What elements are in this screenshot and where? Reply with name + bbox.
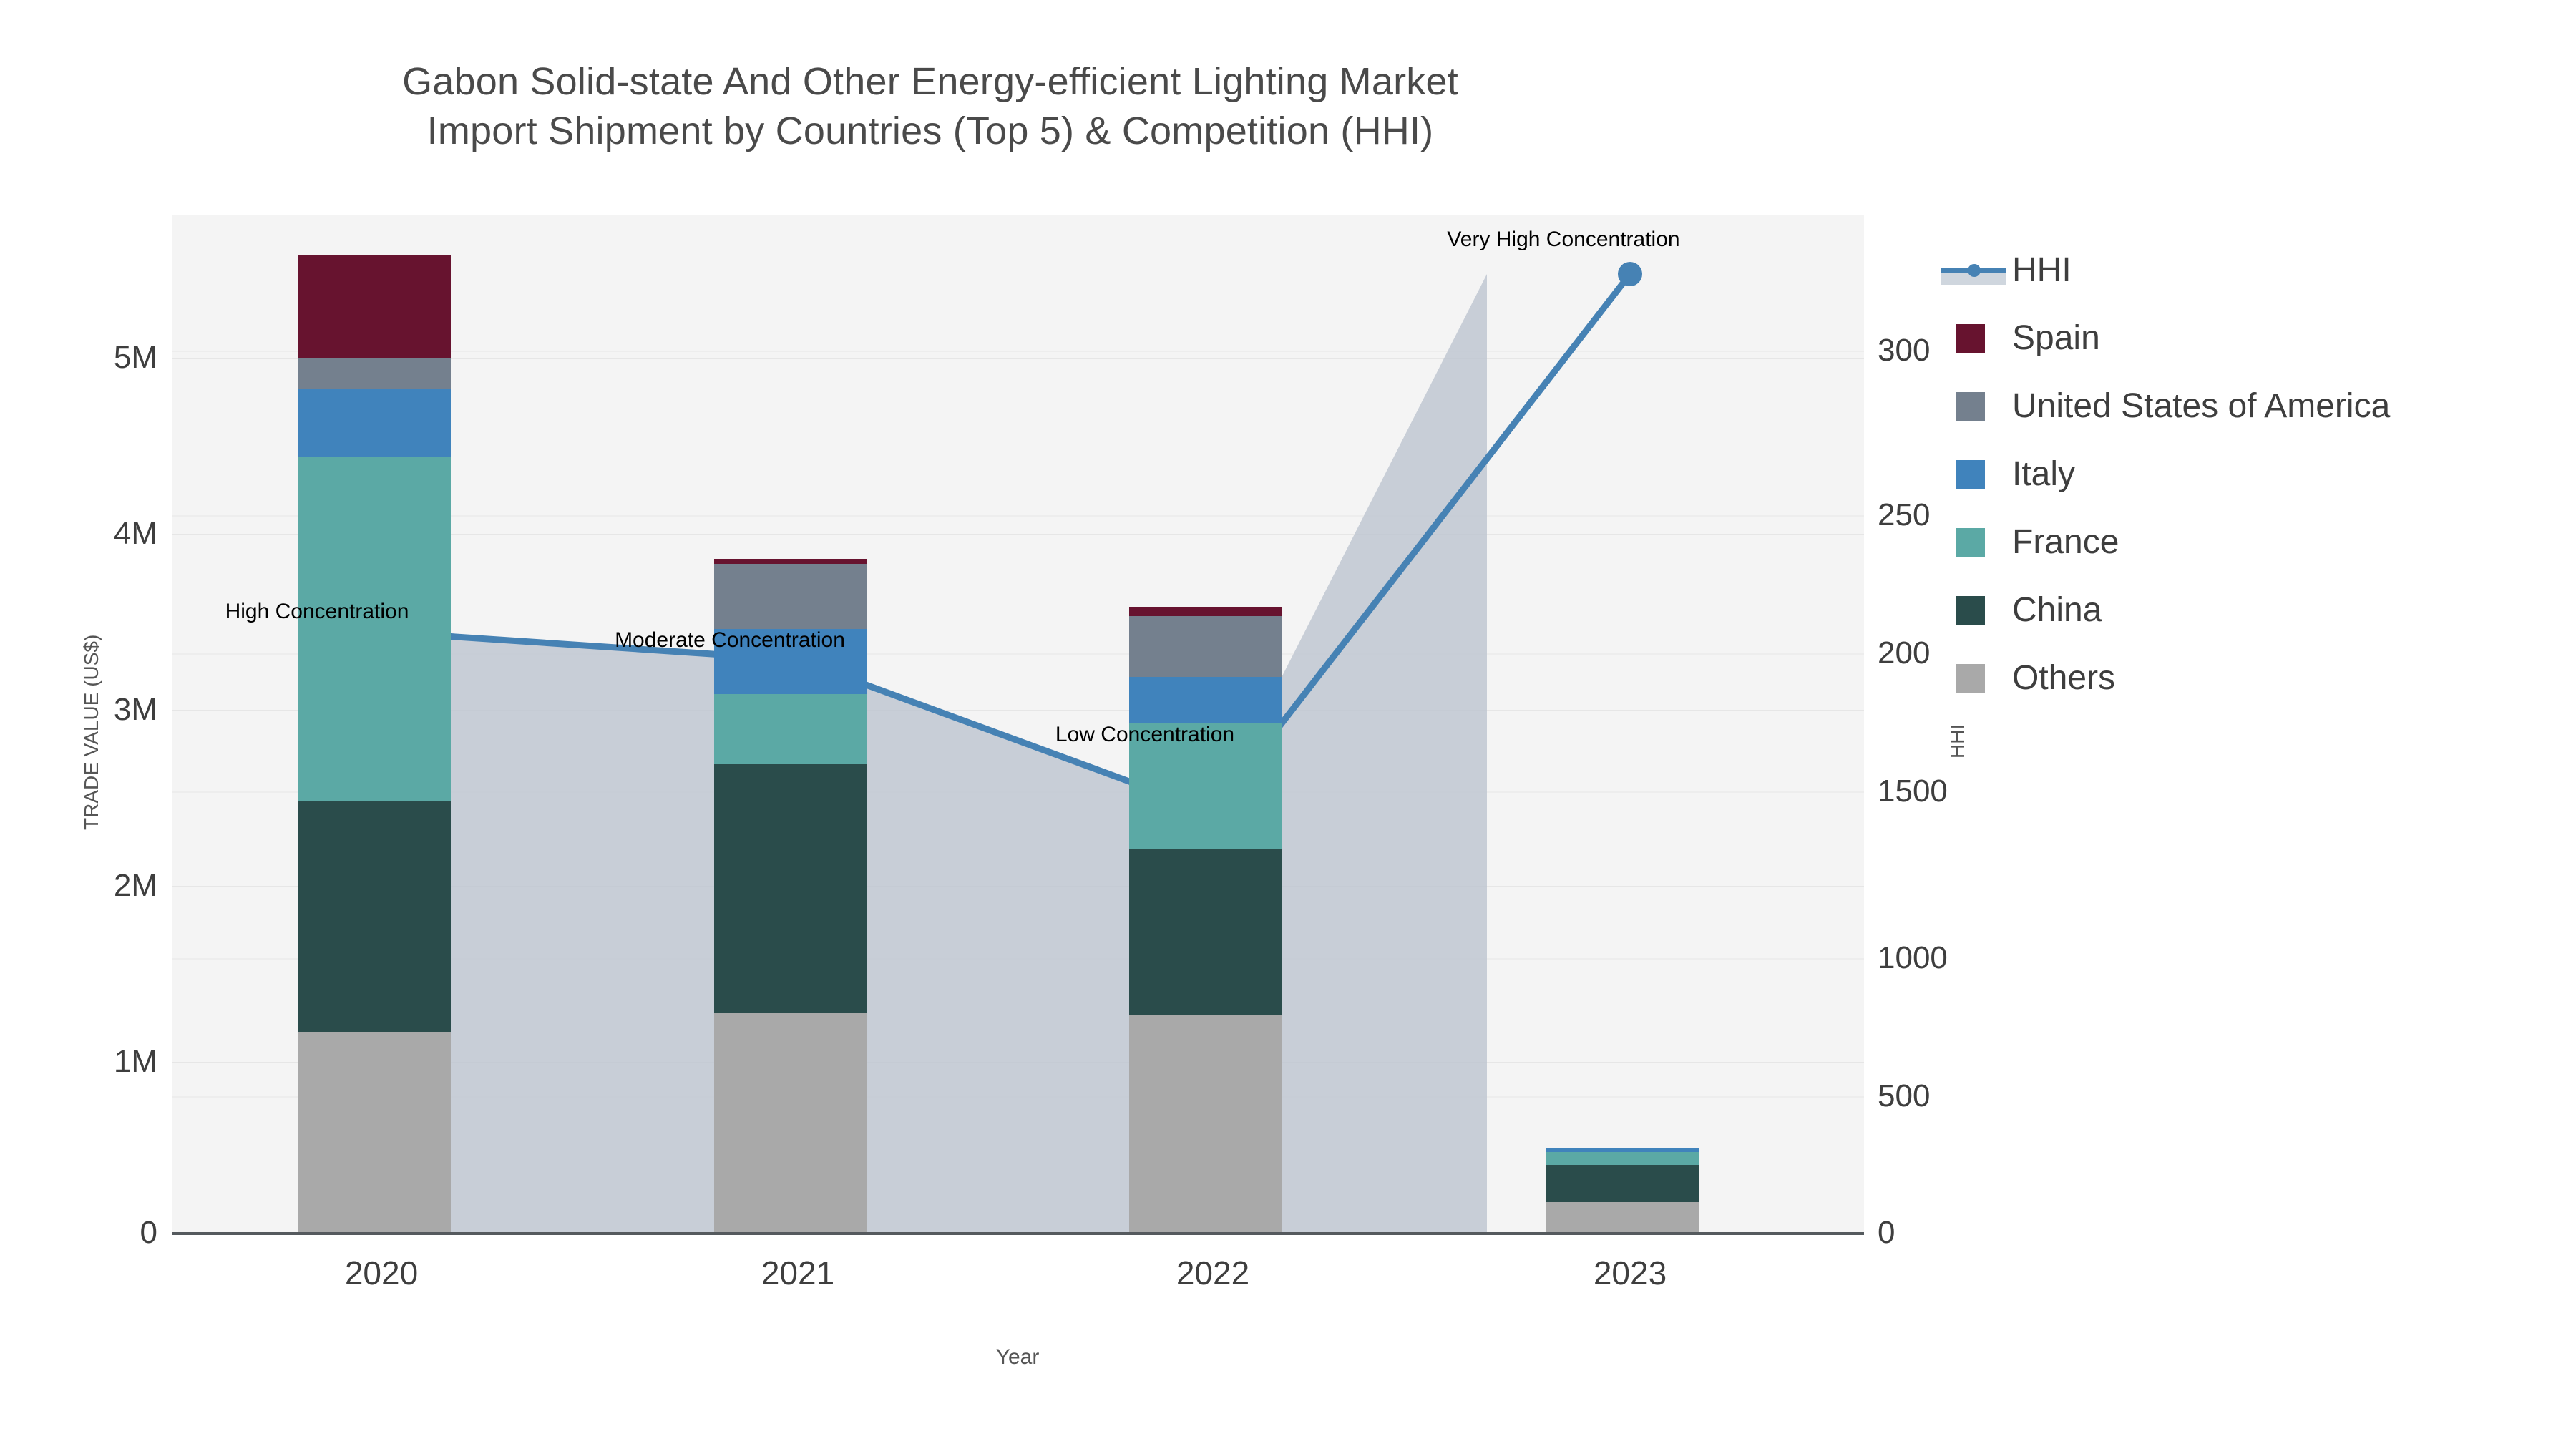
bar-segment-spain-2021[interactable] (714, 559, 867, 564)
y-right-tick-250: 250 (1878, 497, 1931, 532)
annotation-high-concentration: High Concentration (225, 600, 409, 623)
bar-segment-usa-2021[interactable] (714, 564, 867, 629)
bar-segment-china-2023[interactable] (1546, 1165, 1699, 1202)
legend-label-hhi: HHI (2012, 251, 2072, 289)
title-line-1: Gabon Solid-state And Other Energy-effic… (402, 60, 1458, 103)
plot-area: High Concentration Moderate Concentratio… (172, 215, 1864, 1233)
y-right-tick-300: 300 (1878, 333, 1931, 368)
x-tick-2021: 2021 (761, 1254, 835, 1292)
gridline-right-200 (172, 653, 1864, 655)
y-right-tick-0: 0 (1878, 1215, 1896, 1250)
bar-segment-usa-2020[interactable] (298, 358, 451, 389)
y-right-tick-200: 200 (1878, 635, 1931, 670)
bar-segment-usa-2022[interactable] (1129, 616, 1282, 677)
bar-segment-france-2021[interactable] (714, 694, 867, 764)
annotation-low-concentration: Low Concentration (1055, 723, 1235, 746)
gridline-left-5m (172, 358, 1864, 359)
bar-segment-others-2023[interactable] (1546, 1202, 1699, 1233)
bar-group-2020[interactable] (298, 255, 451, 1233)
color-swatch-icon (1956, 323, 1985, 353)
bar-segment-others-2021[interactable] (714, 1013, 867, 1233)
x-axis-title: Year (995, 1345, 1040, 1369)
y-left-tick-0: 0 (140, 1215, 157, 1250)
y-left-tick-3m: 3M (113, 692, 157, 727)
y-right-tick-500: 500 (1878, 1078, 1931, 1113)
bar-segment-italy-2022[interactable] (1129, 677, 1282, 723)
legend-label-france: France (2012, 523, 2119, 561)
bar-segment-china-2020[interactable] (298, 801, 451, 1032)
legend-label-others: Others (2012, 659, 2116, 697)
gridline-left-4m (172, 534, 1864, 535)
x-tick-2022: 2022 (1176, 1254, 1250, 1292)
gridline-right-250 (172, 515, 1864, 517)
legend-item-spain[interactable]: Spain (1941, 304, 2556, 372)
legend-label-usa: United States of America (2012, 387, 2391, 425)
annotation-very-high-concentration: Very High Concentration (1447, 228, 1680, 251)
bar-segment-china-2022[interactable] (1129, 849, 1282, 1015)
bar-segment-france-2022[interactable] (1129, 723, 1282, 849)
color-swatch-icon (1956, 527, 1985, 557)
y-right-tick-1000: 1000 (1878, 940, 1948, 975)
legend-label-china: China (2012, 591, 2102, 629)
legend-label-spain: Spain (2012, 319, 2100, 357)
legend-item-france[interactable]: France (1941, 508, 2556, 576)
x-tick-2023: 2023 (1593, 1254, 1667, 1292)
bar-segment-italy-2023[interactable] (1546, 1148, 1699, 1152)
bar-segment-france-2020[interactable] (298, 457, 451, 801)
y-left-tick-5m: 5M (113, 340, 157, 375)
bar-segment-spain-2022[interactable] (1129, 607, 1282, 616)
legend-item-italy[interactable]: Italy (1941, 440, 2556, 508)
annotation-moderate-concentration: Moderate Concentration (615, 628, 845, 652)
y-left-tick-4m: 4M (113, 516, 157, 551)
legend-item-others[interactable]: Others (1941, 644, 2556, 712)
y-left-tick-2m: 2M (113, 868, 157, 903)
hhi-marker-2023 (1618, 262, 1642, 286)
bar-group-2021[interactable] (714, 559, 867, 1233)
hhi-area-fill (381, 274, 1487, 1233)
hhi-line (378, 270, 1634, 816)
legend-label-italy: Italy (2012, 455, 2076, 493)
bar-group-2023[interactable] (1546, 1148, 1699, 1233)
color-swatch-icon (1956, 459, 1985, 489)
color-swatch-icon (1956, 595, 1985, 625)
bar-segment-france-2023[interactable] (1546, 1152, 1699, 1165)
color-swatch-icon (1956, 391, 1985, 421)
bar-group-2022[interactable] (1129, 607, 1282, 1233)
y-right-tick-1500: 1500 (1878, 774, 1948, 809)
legend-item-united-states-of-america[interactable]: United States of America (1941, 372, 2556, 440)
hhi-line-icon (1941, 256, 2006, 285)
legend: HHI Spain United States of America Italy… (1941, 236, 2556, 712)
y-right-axis-title: HHI (1946, 723, 1968, 758)
color-swatch-icon (1956, 663, 1985, 693)
bar-segment-italy-2021[interactable] (714, 629, 867, 694)
x-tick-2020: 2020 (344, 1254, 419, 1292)
y-left-tick-1m: 1M (113, 1044, 157, 1079)
bar-segment-others-2022[interactable] (1129, 1015, 1282, 1233)
bar-segment-spain-2020[interactable] (298, 255, 451, 358)
legend-item-china[interactable]: China (1941, 576, 2556, 644)
bar-segment-italy-2020[interactable] (298, 389, 451, 457)
gridline-right-300 (172, 351, 1864, 352)
legend-item-hhi[interactable]: HHI (1941, 236, 2556, 304)
gridline-left-3m (172, 710, 1864, 711)
title-line-2: Import Shipment by Countries (Top 5) & C… (426, 109, 1434, 153)
page-title: Gabon Solid-state And Other Energy-effic… (0, 57, 1860, 156)
bar-segment-china-2021[interactable] (714, 764, 867, 1013)
y-left-axis-title: TRADE VALUE (US$) (80, 634, 102, 830)
bar-segment-others-2020[interactable] (298, 1032, 451, 1233)
x-axis-line (172, 1232, 1864, 1235)
